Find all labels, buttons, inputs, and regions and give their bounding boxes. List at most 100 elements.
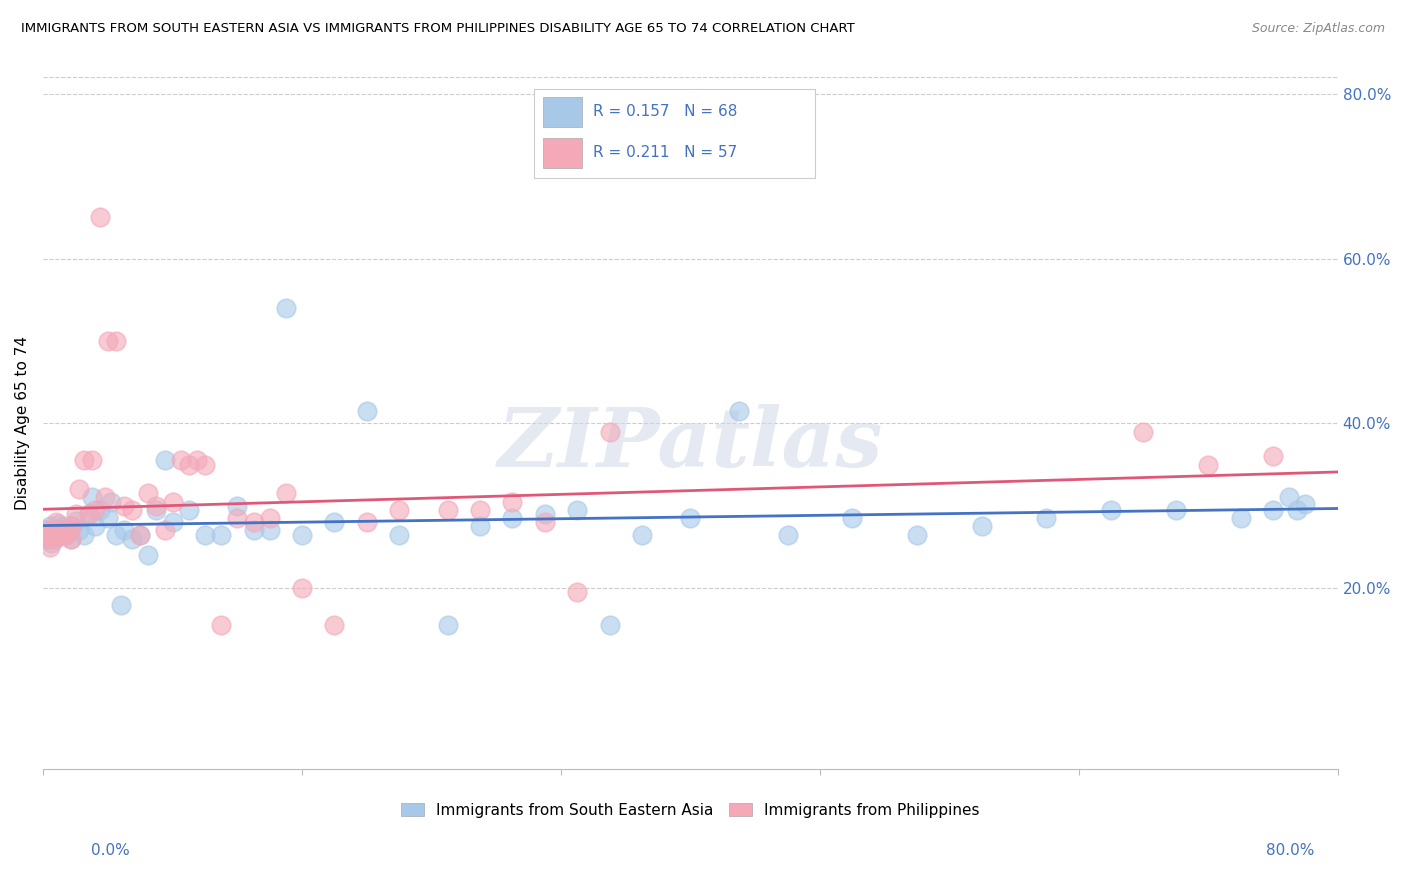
Point bbox=[259, 524, 281, 538]
Point bbox=[38, 540, 60, 554]
Point bbox=[679, 511, 702, 525]
Point bbox=[112, 524, 135, 538]
Point bbox=[209, 618, 232, 632]
Point bbox=[52, 522, 75, 536]
Point bbox=[1099, 503, 1122, 517]
Point bbox=[42, 524, 65, 538]
Point bbox=[291, 581, 314, 595]
Point bbox=[533, 515, 555, 529]
Point bbox=[323, 618, 346, 632]
Point bbox=[58, 522, 80, 536]
Point bbox=[84, 519, 107, 533]
Text: Source: ZipAtlas.com: Source: ZipAtlas.com bbox=[1251, 22, 1385, 36]
Point bbox=[105, 527, 128, 541]
Point bbox=[323, 515, 346, 529]
Point bbox=[53, 524, 76, 538]
Point bbox=[565, 503, 588, 517]
Point bbox=[388, 527, 411, 541]
Point bbox=[501, 494, 523, 508]
Point bbox=[242, 524, 264, 538]
Point bbox=[153, 524, 176, 538]
Text: 80.0%: 80.0% bbox=[1267, 843, 1315, 858]
Point bbox=[52, 525, 75, 540]
Point bbox=[728, 404, 751, 418]
Point bbox=[67, 524, 90, 538]
Point bbox=[97, 334, 120, 348]
Point bbox=[565, 585, 588, 599]
Point bbox=[274, 486, 297, 500]
Point bbox=[1132, 425, 1154, 439]
Point bbox=[170, 453, 193, 467]
Point bbox=[138, 548, 160, 562]
Point bbox=[35, 527, 58, 541]
Point bbox=[112, 499, 135, 513]
Point bbox=[356, 515, 378, 529]
Point bbox=[65, 507, 87, 521]
Point bbox=[1261, 503, 1284, 517]
Point bbox=[38, 519, 60, 533]
Point bbox=[53, 519, 76, 533]
Point bbox=[44, 532, 66, 546]
Point bbox=[39, 527, 62, 541]
Legend: Immigrants from South Eastern Asia, Immigrants from Philippines: Immigrants from South Eastern Asia, Immi… bbox=[395, 797, 986, 824]
Text: R = 0.211   N = 57: R = 0.211 N = 57 bbox=[593, 145, 738, 161]
Point bbox=[1286, 503, 1309, 517]
Point bbox=[80, 453, 103, 467]
Point bbox=[1278, 491, 1301, 505]
Point bbox=[1294, 497, 1316, 511]
Point bbox=[97, 511, 120, 525]
Point bbox=[60, 519, 83, 533]
Point bbox=[138, 486, 160, 500]
Point bbox=[110, 598, 132, 612]
Point bbox=[905, 527, 928, 541]
Point bbox=[153, 453, 176, 467]
Point bbox=[39, 536, 62, 550]
Point bbox=[177, 458, 200, 472]
Point bbox=[93, 491, 115, 505]
Point bbox=[388, 503, 411, 517]
Point bbox=[56, 525, 79, 540]
Point bbox=[242, 515, 264, 529]
Point bbox=[89, 211, 111, 225]
Point bbox=[45, 515, 67, 529]
Point bbox=[194, 527, 217, 541]
Point bbox=[631, 527, 654, 541]
Point bbox=[34, 524, 56, 538]
Point bbox=[77, 507, 100, 521]
Point bbox=[1164, 503, 1187, 517]
Point bbox=[194, 458, 217, 472]
Point bbox=[186, 453, 208, 467]
Point bbox=[121, 532, 143, 546]
Point bbox=[436, 503, 458, 517]
Point bbox=[37, 532, 59, 546]
Point bbox=[121, 503, 143, 517]
Point bbox=[1261, 450, 1284, 464]
Point bbox=[291, 527, 314, 541]
Point bbox=[37, 532, 59, 546]
Point bbox=[72, 453, 94, 467]
Point bbox=[49, 527, 72, 541]
Point bbox=[468, 519, 491, 533]
Point bbox=[55, 527, 77, 541]
Point bbox=[1035, 511, 1057, 525]
Y-axis label: Disability Age 65 to 74: Disability Age 65 to 74 bbox=[15, 336, 30, 510]
Point bbox=[59, 532, 82, 546]
Point bbox=[58, 522, 80, 536]
Point bbox=[226, 511, 249, 525]
Point bbox=[1229, 511, 1251, 525]
Point bbox=[34, 524, 56, 538]
Point bbox=[42, 525, 65, 540]
Point bbox=[162, 515, 184, 529]
Point bbox=[77, 507, 100, 521]
Point bbox=[46, 527, 69, 541]
Point bbox=[44, 524, 66, 538]
Point bbox=[80, 491, 103, 505]
Point bbox=[356, 404, 378, 418]
Point bbox=[45, 530, 67, 544]
Point bbox=[48, 527, 70, 541]
FancyBboxPatch shape bbox=[543, 97, 582, 127]
Point bbox=[89, 503, 111, 517]
Point bbox=[274, 301, 297, 315]
Point bbox=[776, 527, 799, 541]
Point bbox=[56, 525, 79, 540]
